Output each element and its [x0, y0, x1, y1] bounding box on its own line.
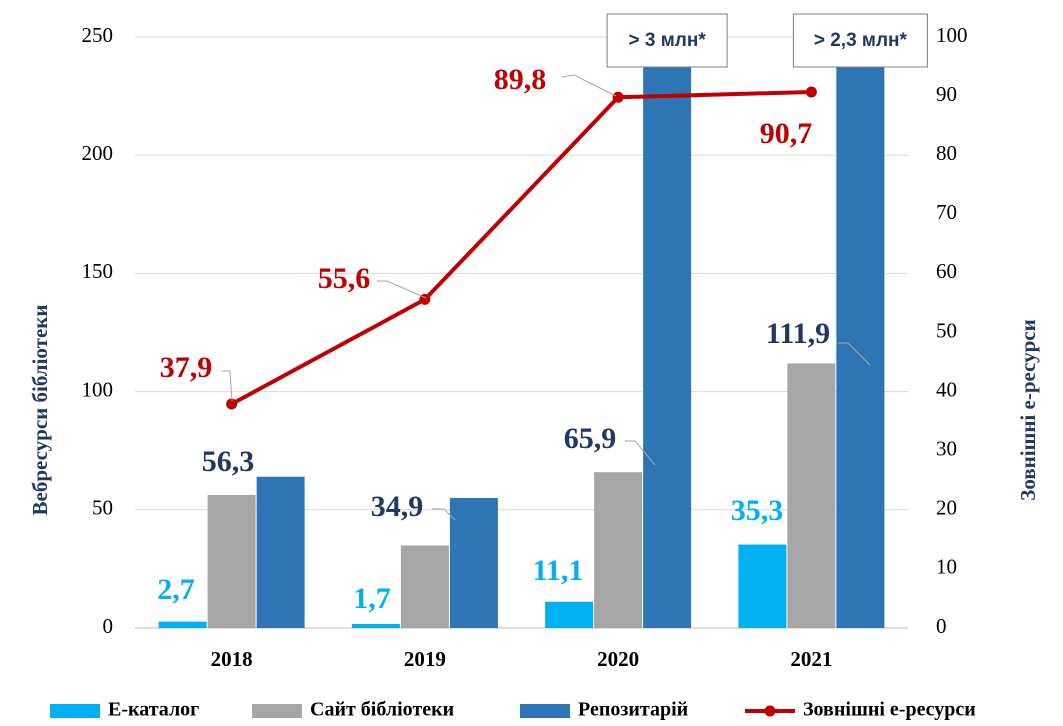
y2-tick-label: 0: [936, 614, 947, 638]
line-point: [226, 398, 238, 410]
bar-label: > 2,3 млн*: [814, 30, 908, 51]
x-tick-label: 2021: [790, 647, 832, 671]
bar: [594, 472, 643, 628]
legend-swatch: [520, 704, 570, 718]
y-tick-label: 250: [82, 23, 114, 47]
bar-label: 111,9: [766, 317, 830, 350]
bar: [351, 623, 400, 628]
bar: [256, 476, 305, 628]
line-point: [805, 86, 817, 98]
bar-label: 65,9: [564, 422, 617, 455]
legend-swatch: [252, 704, 302, 718]
bar-label: 35,3: [731, 494, 784, 527]
y2-tick-label: 70: [936, 200, 957, 224]
bar: [787, 363, 836, 628]
y-axis-title: Вебресурси бібліотеки: [28, 305, 52, 516]
y-tick-label: 150: [82, 259, 114, 283]
y2-tick-label: 50: [936, 318, 957, 342]
legend-label: Е-каталог: [108, 699, 199, 721]
legend-marker: [764, 705, 776, 717]
leader-line: [838, 342, 871, 366]
y-tick-label: 200: [82, 141, 114, 165]
bar-label: 34,9: [371, 490, 424, 523]
x-tick-label: 2020: [597, 647, 639, 671]
leader-line: [377, 280, 427, 299]
y2-tick-label: 90: [936, 82, 957, 106]
y2-tick-label: 10: [936, 555, 957, 579]
y2-tick-label: 100: [936, 23, 968, 47]
bar: [207, 494, 256, 628]
bar: [836, 37, 885, 628]
y2-tick-label: 20: [936, 496, 957, 520]
legend-label: Сайт бібліотеки: [310, 699, 454, 721]
line: [230, 89, 812, 406]
bar: [545, 601, 594, 628]
y2-tick-label: 40: [936, 377, 957, 401]
bar: [158, 621, 207, 628]
label-box: [792, 13, 928, 68]
x-tick-label: 2019: [404, 647, 446, 671]
label-box: [606, 13, 728, 68]
leader-line: [222, 370, 233, 402]
line-label: 55,6: [318, 262, 371, 295]
line-point: [612, 91, 624, 103]
line-label: 37,9: [160, 351, 213, 384]
bar: [643, 37, 692, 628]
y2-tick-label: 60: [936, 259, 957, 283]
line-label: 90,7: [760, 117, 813, 150]
bars: [158, 37, 885, 628]
bar-label: > 3 млн*: [629, 30, 707, 51]
y2-tick-label: 80: [936, 141, 957, 165]
bar: [449, 497, 498, 628]
legend-label: Зовнішні е-ресурси: [803, 699, 976, 721]
bar: [400, 545, 449, 628]
leader-line: [625, 440, 656, 466]
bar-label: 56,3: [202, 445, 255, 478]
legend-swatch: [50, 704, 100, 718]
legend-label: Репозитарій: [578, 699, 688, 721]
bar-label: 11,1: [533, 554, 584, 587]
bar-label: 1,7: [353, 582, 391, 615]
x-tick-label: 2018: [211, 647, 253, 671]
y2-axis-title: Зовнішні е-ресурси: [1016, 319, 1040, 500]
y-tick-label: 100: [82, 377, 114, 401]
leader-line: [432, 508, 456, 521]
leader-line: [561, 74, 617, 97]
y-tick-label: 50: [92, 496, 113, 520]
y-tick-label: 0: [103, 614, 114, 638]
line-label: 89,8: [494, 63, 547, 96]
bar: [738, 544, 787, 628]
bar-label: 2,7: [157, 573, 195, 606]
y2-tick-label: 30: [936, 437, 957, 461]
